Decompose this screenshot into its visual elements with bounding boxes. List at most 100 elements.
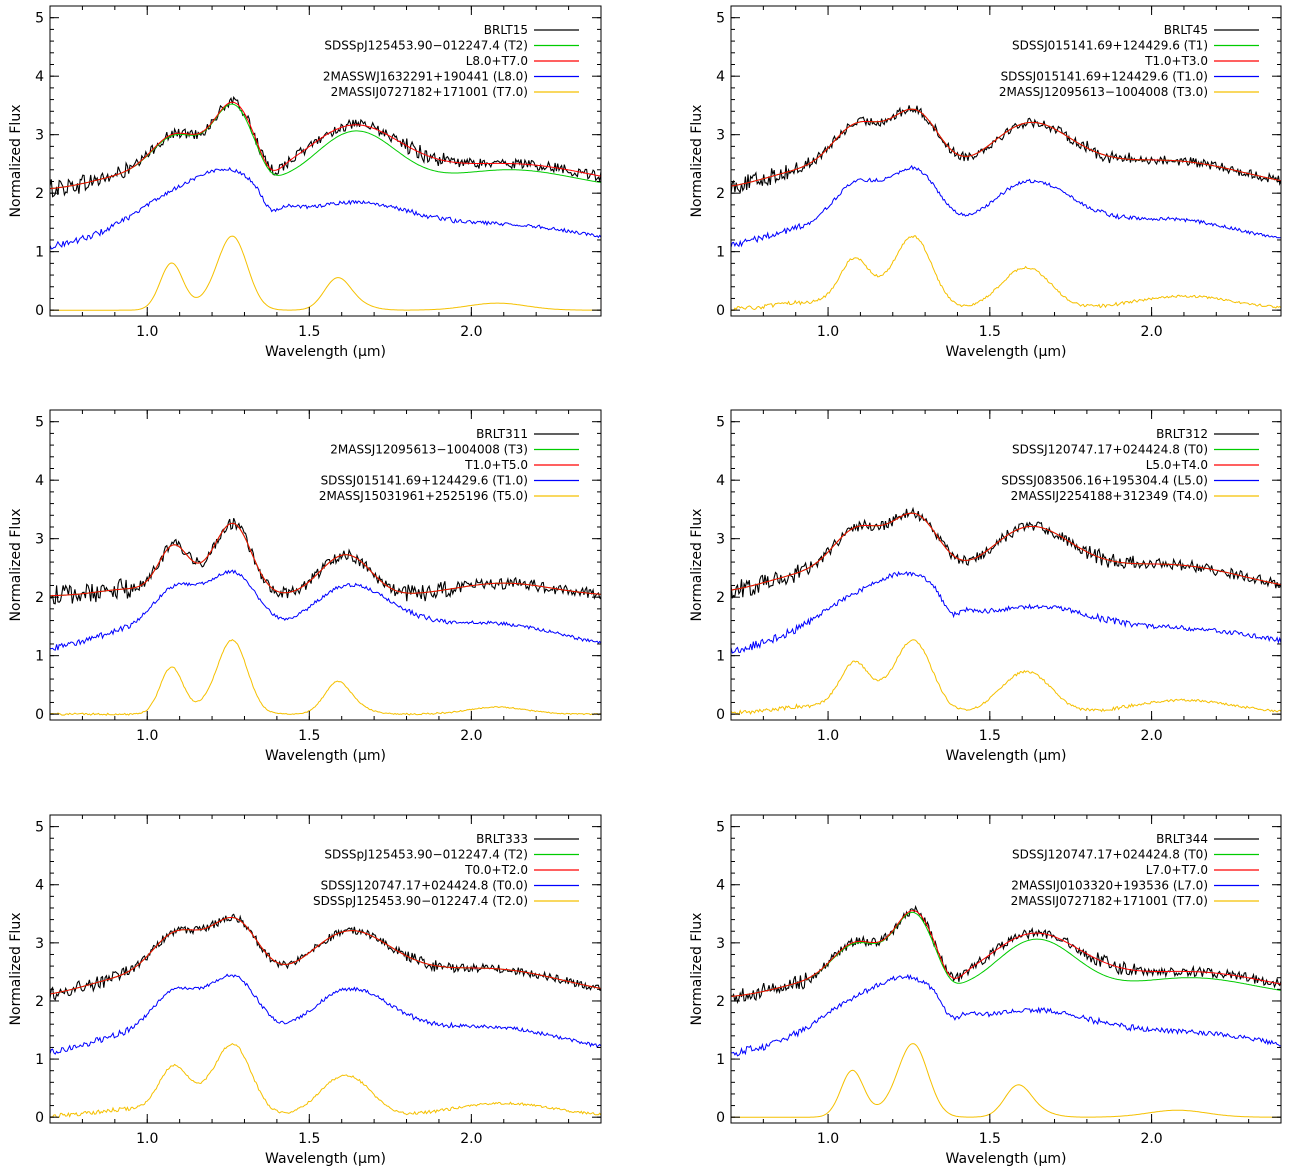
legend-label-1: BRLT45 [1164, 23, 1208, 37]
x-tick-label: 2.0 [460, 1131, 482, 1147]
x-axis-label: Wavelength (μm) [946, 1151, 1067, 1167]
legend-label-3: L5.0+T4.0 [1146, 458, 1208, 472]
x-tick-label: 1.5 [979, 728, 1001, 744]
series-line-4 [730, 164, 1281, 248]
legend: BRLT344 SDSSJ120747.17+024424.8 (T0)L7.0+… [1011, 832, 1259, 908]
y-tick-label: 1 [35, 649, 44, 665]
y-tick-label: 2 [35, 186, 44, 202]
series-line-3 [50, 522, 602, 597]
y-tick-label: 5 [35, 11, 44, 27]
x-tick-label: 1.0 [817, 324, 839, 340]
legend: BRLT45 SDSSJ015141.69+124429.6 (T1)T1.0+T… [999, 23, 1259, 99]
y-axis-label: Normalized Flux [8, 105, 24, 218]
legend-label-1: BRLT15 [484, 23, 528, 37]
x-tick-label: 1.0 [817, 728, 839, 744]
spectrum-panel-6: 1.0 1.5 2.0 0 1 2 3 4 5 Wavelength (μm) Normalized… [689, 814, 1282, 1167]
series-group [49, 913, 602, 1118]
legend-label-4: SDSSJ083506.16+195304.4 (L5.0) [1001, 474, 1208, 488]
y-tick-label: 3 [716, 532, 725, 548]
x-axis-label: Wavelength (μm) [946, 344, 1067, 360]
legend: BRLT312 SDSSJ120747.17+024424.8 (T0)L5.0+… [1001, 427, 1259, 503]
legend-label-4: SDSSJ015141.69+124429.6 (T1.0) [321, 474, 528, 488]
legend-label-4: SDSSJ015141.69+124429.6 (T1.0) [1001, 70, 1208, 84]
y-tick-label: 2 [716, 186, 725, 202]
legend-label-5: 2MASSJ15031961+2525196 (T5.0) [319, 489, 528, 503]
plot-frame [730, 409, 1282, 721]
x-tick-label: 2.0 [460, 324, 482, 340]
y-tick-label: 0 [716, 707, 725, 723]
y-tick-label: 5 [35, 415, 44, 431]
y-tick-label: 5 [716, 11, 725, 27]
x-tick-label: 1.0 [136, 728, 158, 744]
y-tick-label: 4 [716, 69, 725, 85]
x-axis-label: Wavelength (μm) [265, 748, 386, 764]
y-tick-label: 1 [35, 1052, 44, 1068]
legend-label-3: L8.0+T7.0 [466, 54, 528, 68]
series-line-1 [49, 913, 602, 1001]
series-line-4 [49, 569, 602, 651]
y-tick-label: 4 [35, 878, 44, 894]
y-tick-label: 3 [35, 128, 44, 144]
series-line-5 [730, 639, 1282, 716]
spectrum-panel-3: 1.0 1.5 2.0 0 1 2 3 4 5 Wavelength (μm) Normalized… [8, 409, 602, 764]
series-group [49, 518, 602, 716]
x-axis-label: Wavelength (μm) [265, 344, 386, 360]
legend-label-2: SDSSJ120747.17+024424.8 (T0) [1012, 848, 1208, 862]
legend-label-5: 2MASSIJ0727182+171001 (T7.0) [331, 85, 528, 99]
legend-label-4: 2MASSWJ1632291+190441 (L8.0) [323, 70, 528, 84]
series-line-2 [730, 108, 1282, 187]
x-tick-label: 2.0 [1140, 324, 1162, 340]
plot-frame [730, 5, 1282, 317]
series-line-1 [49, 95, 602, 198]
series-line-2 [730, 512, 1282, 591]
y-axis-label: Normalized Flux [689, 105, 705, 218]
y-tick-label: 2 [716, 994, 725, 1010]
series-line-2 [49, 103, 602, 190]
series-group [730, 904, 1282, 1118]
series-line-4 [730, 570, 1282, 654]
spectrum-panel-4: 1.0 1.5 2.0 0 1 2 3 4 5 Wavelength (μm) Normalized… [689, 409, 1282, 764]
series-line-5 [49, 1042, 602, 1118]
y-tick-label: 5 [35, 820, 44, 836]
y-tick-label: 5 [716, 415, 725, 431]
legend-label-5: 2MASSJ12095613−1004008 (T3.0) [999, 85, 1208, 99]
y-tick-label: 2 [716, 590, 725, 606]
y-tick-label: 4 [35, 69, 44, 85]
legend-label-2: SDSSpJ125453.90−012247.4 (T2) [324, 39, 528, 53]
legend: BRLT311 2MASSJ12095613−1004008 (T3)T1.0+T… [319, 427, 579, 503]
legend-label-1: BRLT344 [1156, 832, 1208, 846]
series-line-4 [730, 973, 1282, 1057]
series-group [730, 506, 1282, 716]
spectrum-panel-1: 1.0 1.5 2.0 0 1 2 3 4 5 Wavelength (μm) Normalized… [8, 5, 602, 360]
series-line-3 [49, 101, 602, 190]
spectrum-panel-5: 1.0 1.5 2.0 0 1 2 3 4 5 Wavelength (μm) Normalized… [8, 814, 602, 1167]
x-tick-label: 1.5 [298, 728, 320, 744]
y-tick-label: 3 [716, 128, 725, 144]
y-tick-label: 0 [35, 303, 44, 319]
series-line-3 [49, 917, 602, 995]
x-tick-label: 1.0 [136, 1131, 158, 1147]
y-tick-label: 2 [35, 994, 44, 1010]
series-group [730, 105, 1282, 311]
x-tick-label: 1.5 [298, 1131, 320, 1147]
legend-label-3: L7.0+T7.0 [1146, 863, 1208, 877]
y-tick-label: 1 [716, 245, 725, 261]
series-line-1 [730, 105, 1282, 195]
legend-label-2: 2MASSJ12095613−1004008 (T3) [330, 443, 528, 457]
series-line-1 [730, 904, 1282, 1005]
series-line-5 [730, 235, 1282, 311]
y-tick-label: 1 [716, 649, 725, 665]
legend-label-2: SDSSJ015141.69+124429.6 (T1) [1012, 39, 1208, 53]
plot-frame [49, 409, 602, 721]
y-tick-label: 3 [716, 936, 725, 952]
y-tick-label: 0 [35, 707, 44, 723]
x-axis-label: Wavelength (μm) [265, 1151, 386, 1167]
legend-label-5: 2MASSIJ2254188+312349 (T4.0) [1011, 489, 1208, 503]
y-tick-label: 1 [35, 245, 44, 261]
x-tick-label: 2.0 [460, 728, 482, 744]
x-tick-label: 2.0 [1140, 728, 1162, 744]
legend-label-4: SDSSJ120747.17+024424.8 (T0.0) [321, 879, 528, 893]
series-line-5 [49, 638, 602, 716]
legend-label-2: SDSSpJ125453.90−012247.4 (T2) [324, 848, 528, 862]
